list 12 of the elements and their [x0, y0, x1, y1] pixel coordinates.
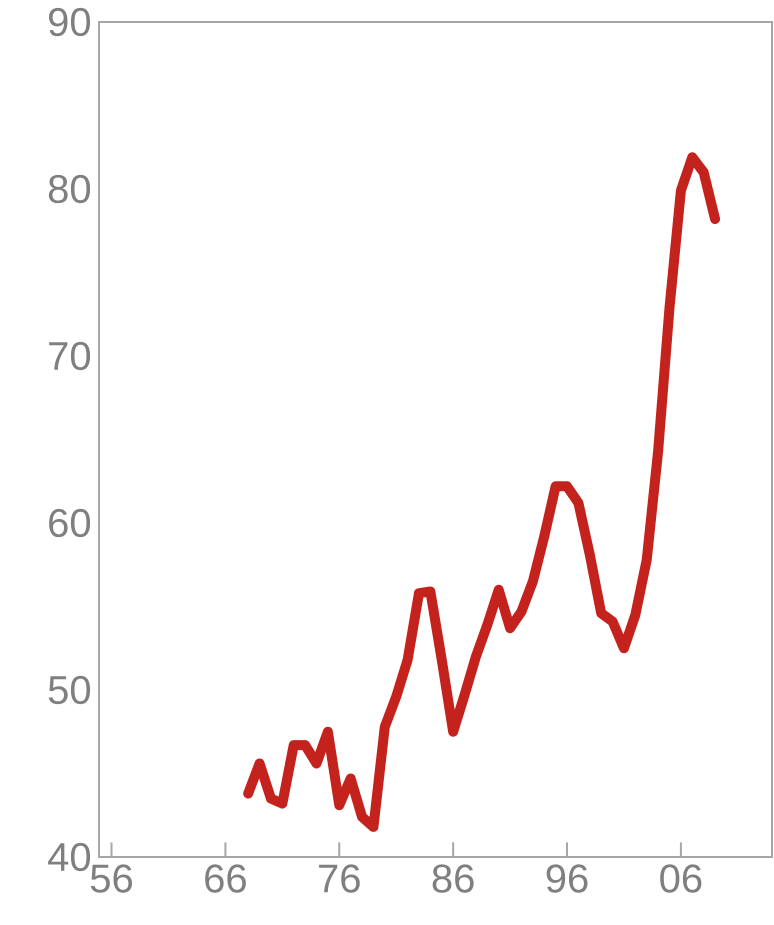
x-tick-label: 96 [546, 864, 588, 893]
x-tick-label: 66 [205, 864, 246, 893]
y-tick-label: 90 [49, 8, 90, 36]
y-tick-label: 80 [48, 174, 90, 204]
x-tick-label: 06 [660, 864, 702, 893]
y-tick-label: 60 [49, 508, 90, 538]
y-tick-label: 40 [48, 842, 90, 872]
x-tick-label: 86 [432, 864, 474, 893]
y-tick-label: 50 [48, 676, 90, 704]
y-tick-label: 70 [49, 342, 90, 370]
x-tick-label: 56 [90, 864, 132, 893]
x-tick-label: 76 [319, 864, 360, 893]
